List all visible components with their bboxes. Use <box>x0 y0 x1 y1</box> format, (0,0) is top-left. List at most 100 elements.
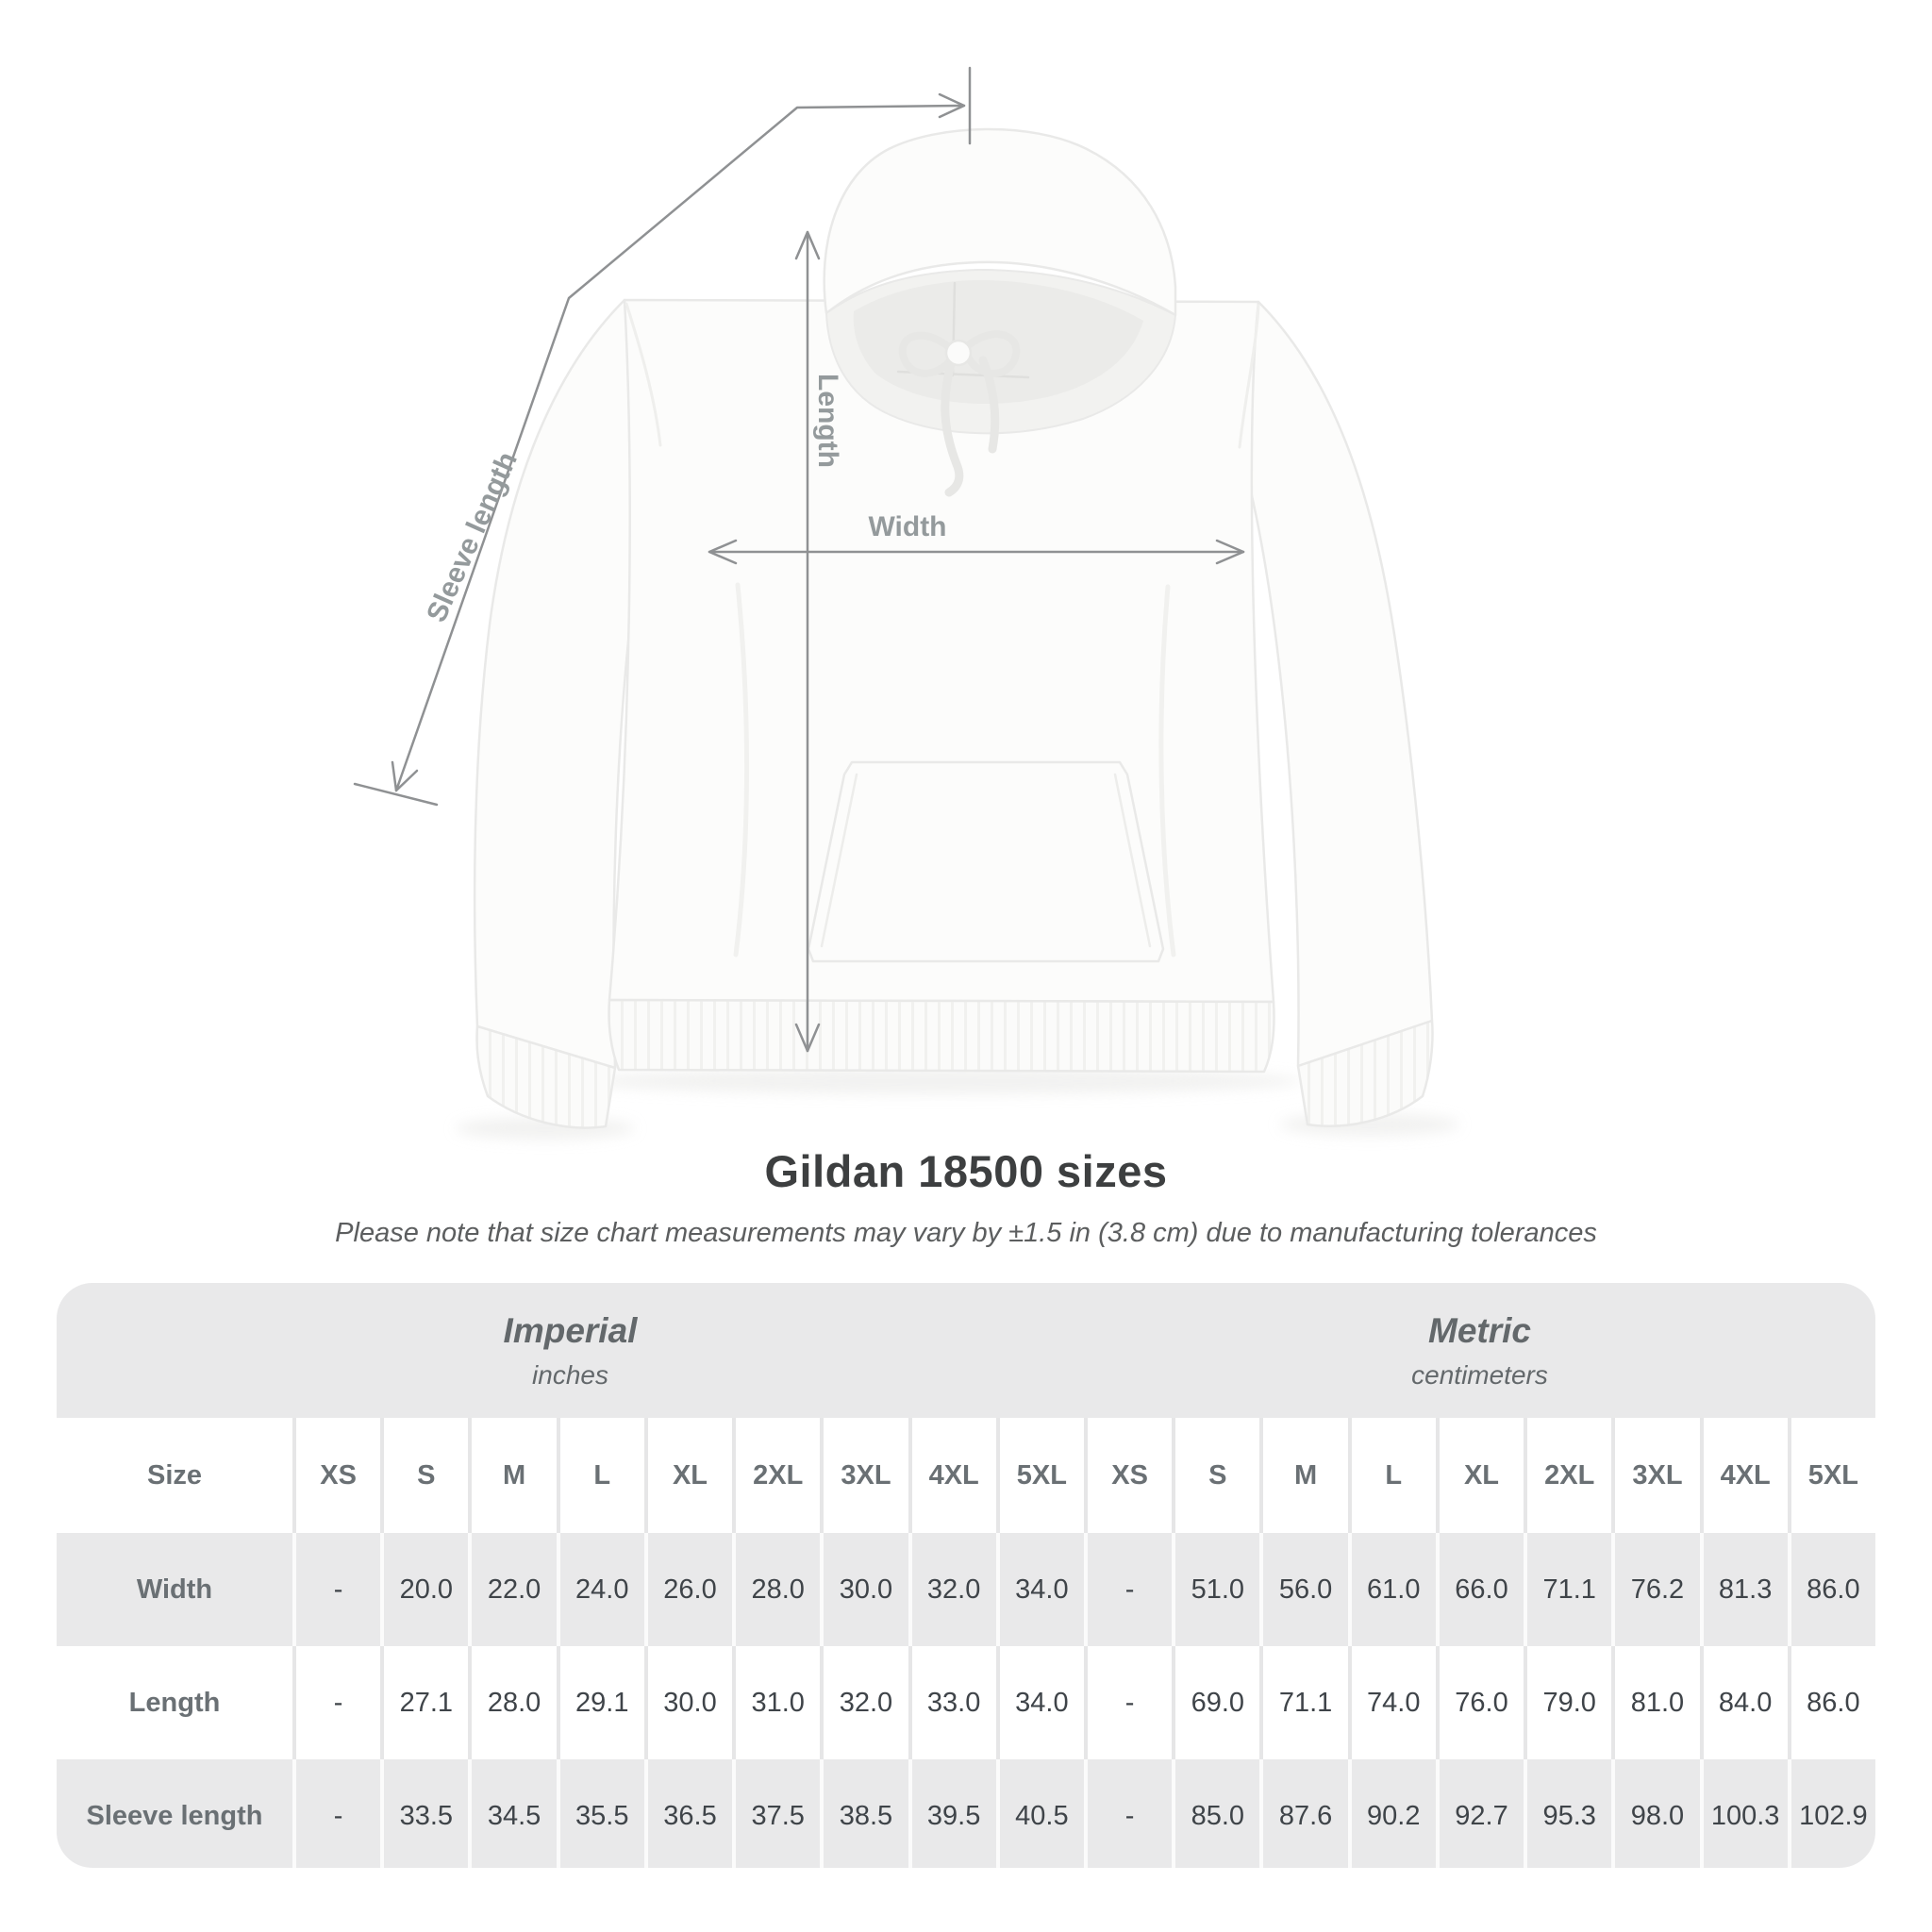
value-cell: 28.0 <box>732 1533 820 1646</box>
right-cuff <box>1296 1019 1434 1127</box>
value-cell: 35.5 <box>556 1759 644 1868</box>
value-cell: 31.0 <box>732 1646 820 1759</box>
value-cell: - <box>1083 1533 1172 1646</box>
value-cell: 26.0 <box>643 1533 732 1646</box>
unit-group-name: Imperial <box>503 1310 638 1350</box>
value-cell: 81.0 <box>1611 1646 1699 1759</box>
value-cell: 29.1 <box>556 1646 644 1759</box>
value-cell: 40.5 <box>995 1759 1084 1868</box>
size-header-cell: S <box>1172 1418 1259 1533</box>
value-cell: 32.0 <box>908 1533 996 1646</box>
length-dimension-label: Length <box>812 374 843 468</box>
value-cell: 69.0 <box>1172 1646 1259 1759</box>
value-cell: 76.0 <box>1435 1646 1524 1759</box>
drawstring-knot <box>944 339 973 367</box>
width-dimension-line <box>708 539 1245 565</box>
page-title: Gildan 18500 sizes <box>764 1146 1168 1196</box>
size-header-cell: XL <box>1435 1418 1524 1533</box>
size-column-header: Size <box>146 1459 203 1491</box>
unit-group-name: Metric <box>1428 1310 1531 1350</box>
size-header-cell: 4XL <box>908 1418 996 1533</box>
left-cuff <box>475 1024 617 1129</box>
length-dimension-line <box>794 230 821 1053</box>
sleeve-dimension-line <box>353 66 972 807</box>
size-header-cell: M <box>468 1418 556 1533</box>
unit-group-unit: inches <box>532 1359 608 1390</box>
value-cell: - <box>1083 1759 1172 1868</box>
value-cell: - <box>292 1646 380 1759</box>
size-header-cell: L <box>1347 1418 1436 1533</box>
row-label: Sleeve length <box>86 1800 263 1831</box>
unit-group-unit: centimeters <box>1411 1359 1548 1390</box>
measurement-row: Length -27.1 28.0 29.1 30.0 31.0 32.0 33.0 34.0-… <box>57 1646 1875 1759</box>
value-cell: - <box>292 1533 380 1646</box>
width-dimension-label: Width <box>868 511 946 542</box>
value-cell: 22.0 <box>468 1533 556 1646</box>
value-cell: 71.1 <box>1524 1533 1611 1646</box>
kangaroo-pocket <box>807 760 1165 963</box>
hem-band <box>608 998 1275 1074</box>
value-cell: - <box>292 1759 380 1868</box>
value-cell: 90.2 <box>1347 1759 1436 1868</box>
value-cell: 98.0 <box>1611 1759 1699 1868</box>
hood <box>823 127 1177 317</box>
armhole-seams <box>625 302 1260 449</box>
size-header-cell: 3XL <box>820 1418 908 1533</box>
value-cell: - <box>1083 1646 1172 1759</box>
value-cell: 56.0 <box>1259 1533 1347 1646</box>
value-cell: 100.3 <box>1699 1759 1788 1868</box>
value-cell: 74.0 <box>1347 1646 1436 1759</box>
value-cell: 86.0 <box>1787 1533 1875 1646</box>
value-cell: 34.0 <box>995 1533 1084 1646</box>
value-cell: 66.0 <box>1435 1533 1524 1646</box>
value-cell: 38.5 <box>820 1759 908 1868</box>
size-table: Imperial inches Metric centimeters Size X… <box>57 1283 1875 1868</box>
unit-band: Imperial inches Metric centimeters <box>57 1283 1875 1418</box>
size-header-cell: XL <box>643 1418 732 1533</box>
fabric-folds <box>733 582 1176 958</box>
measurement-row: Width -20.0 22.0 24.0 26.0 28.0 30.0 32.0 34.0-5… <box>57 1533 1875 1646</box>
value-cell: 87.6 <box>1259 1759 1347 1868</box>
value-cell: 79.0 <box>1524 1646 1611 1759</box>
row-label: Length <box>128 1687 221 1718</box>
value-cell: 81.3 <box>1699 1533 1788 1646</box>
dimension-lines <box>353 66 1245 1053</box>
page-subtitle: Please note that size chart measurements… <box>335 1218 1597 1248</box>
value-cell: 61.0 <box>1347 1533 1436 1646</box>
size-table-rows: Size XS S M L XL 2XL 3XL 4XL 5XL XS S M L XL 2XL 3XL 4XL 5… <box>57 1418 1875 1868</box>
size-header-cell: S <box>380 1418 468 1533</box>
value-cell: 34.5 <box>468 1759 556 1868</box>
value-cell: 32.0 <box>820 1646 908 1759</box>
value-cell: 51.0 <box>1172 1533 1259 1646</box>
size-header-cell: M <box>1259 1418 1347 1533</box>
value-cell: 36.5 <box>643 1759 732 1868</box>
value-cell: 27.1 <box>380 1646 468 1759</box>
size-header-cell: 5XL <box>1787 1418 1875 1533</box>
value-cell: 34.0 <box>995 1646 1084 1759</box>
value-cell: 30.0 <box>820 1533 908 1646</box>
size-header-cell: 2XL <box>1524 1418 1611 1533</box>
size-header-cell: 5XL <box>995 1418 1084 1533</box>
size-header-cell: L <box>556 1418 644 1533</box>
measurement-row: Sleeve length -33.5 34.5 35.5 36.5 37.5 38.5 39… <box>57 1759 1875 1868</box>
value-cell: 28.0 <box>468 1646 556 1759</box>
size-header-cell: 3XL <box>1611 1418 1699 1533</box>
unit-group-imperial: Imperial inches <box>57 1311 1084 1391</box>
value-cell: 37.5 <box>732 1759 820 1868</box>
value-cell: 102.9 <box>1787 1759 1875 1868</box>
size-header-cell: 2XL <box>732 1418 820 1533</box>
value-cell: 95.3 <box>1524 1759 1611 1868</box>
value-cell: 85.0 <box>1172 1759 1259 1868</box>
value-cell: 76.2 <box>1611 1533 1699 1646</box>
value-cell: 71.1 <box>1259 1646 1347 1759</box>
value-cell: 24.0 <box>556 1533 644 1646</box>
size-header-cell: XS <box>1083 1418 1172 1533</box>
size-header-row: Size XS S M L XL 2XL 3XL 4XL 5XL XS S M L XL 2XL 3XL 4XL 5… <box>57 1418 1875 1533</box>
drawstrings <box>898 330 1021 497</box>
size-header-cell: 4XL <box>1699 1418 1788 1533</box>
value-cell: 92.7 <box>1435 1759 1524 1868</box>
value-cell: 33.5 <box>380 1759 468 1868</box>
size-header-cell: XS <box>292 1418 380 1533</box>
value-cell: 39.5 <box>908 1759 996 1868</box>
